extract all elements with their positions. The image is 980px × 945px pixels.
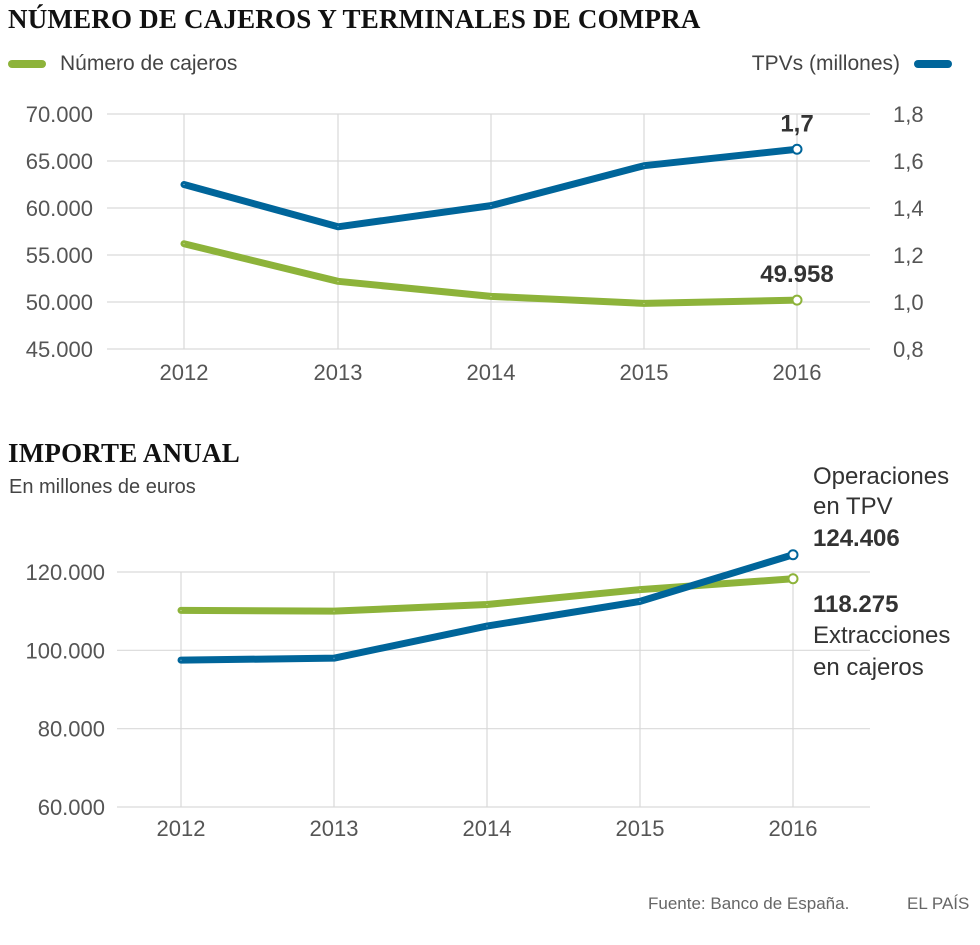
x-tick-label: 2012 xyxy=(160,360,209,385)
data-point-green xyxy=(332,609,336,613)
y-tick-label-right: 1,6 xyxy=(893,149,924,174)
y-tick-label-left: 65.000 xyxy=(26,149,93,174)
y-tick-label-left: 60.000 xyxy=(26,196,93,221)
legend-cajeros: Número de cajeros xyxy=(8,52,237,76)
series-label-ext-line1: Extracciones xyxy=(813,622,950,649)
x-tick-label: 2015 xyxy=(620,360,669,385)
chart-title-importe: IMPORTE ANUAL xyxy=(8,438,240,468)
data-point-green xyxy=(182,242,186,246)
x-tick-label: 2014 xyxy=(467,360,516,385)
y-tick-label-right: 1,2 xyxy=(893,243,924,268)
chart-cajeros-tpvs: 70.000 65.000 60.000 55.000 50.000 45.000 1,8 1… xyxy=(26,102,924,385)
x-tick-label: 2013 xyxy=(310,816,359,841)
legend-swatch-cajeros xyxy=(8,60,46,68)
y-tick-label-right: 0,8 xyxy=(893,337,924,362)
data-point-green xyxy=(787,573,799,585)
x-tick-label: 2015 xyxy=(616,816,665,841)
data-point-green xyxy=(791,294,803,306)
y-tick-label-right: 1,4 xyxy=(893,196,924,221)
data-point-green xyxy=(642,301,646,305)
data-point-blue xyxy=(489,204,493,208)
series-label-ext-line2: en cajeros xyxy=(813,654,924,681)
chart-importe-anual: 120.000 100.000 80.000 60.000 2012 2013 2014 20… xyxy=(25,463,950,841)
y-tick-label-right: 1,0 xyxy=(893,290,924,315)
y-tick-label: 80.000 xyxy=(38,717,105,742)
y-tick-label-left: 70.000 xyxy=(26,102,93,127)
chart-subtitle-importe: En millones de euros xyxy=(9,476,196,498)
value-label-extracciones: 118.275 xyxy=(813,591,898,618)
data-point-green xyxy=(485,603,489,607)
legend-tpvs: TPVs (millones) xyxy=(752,52,952,76)
series-label-tpv-line1: Operaciones xyxy=(813,463,949,490)
y-tick-label-left: 45.000 xyxy=(26,337,93,362)
x-tick-label: 2016 xyxy=(773,360,822,385)
data-point-blue xyxy=(485,624,489,628)
data-point-blue xyxy=(642,164,646,168)
data-point-green xyxy=(179,608,183,612)
x-tick-label: 2016 xyxy=(769,816,818,841)
data-point-blue xyxy=(182,183,186,186)
value-label-blue: 1,7 xyxy=(780,110,813,137)
value-label-green: 49.958 xyxy=(760,261,833,288)
x-tick-label: 2013 xyxy=(314,360,363,385)
data-point-green xyxy=(489,294,493,298)
y-tick-label: 120.000 xyxy=(25,560,105,585)
y-tick-label-left: 50.000 xyxy=(26,290,93,315)
x-tick-label: 2014 xyxy=(463,816,512,841)
y-tick-label: 60.000 xyxy=(38,795,105,820)
data-point-green xyxy=(638,588,642,592)
y-tick-label-left: 55.000 xyxy=(26,243,93,268)
source-note: Fuente: Banco de España. xyxy=(648,894,850,913)
brand-label: EL PAÍS xyxy=(907,894,970,913)
series-label-tpv-line2: en TPV xyxy=(813,493,893,520)
legend-swatch-tpvs xyxy=(914,60,952,68)
data-point-blue xyxy=(638,599,642,603)
x-tick-label: 2012 xyxy=(157,816,206,841)
value-label-tpv: 124.406 xyxy=(813,525,900,552)
legend-label-tpvs: TPVs (millones) xyxy=(751,52,900,75)
chart-title-cajeros: NÚMERO DE CAJEROS Y TERMINALES DE COMPRA xyxy=(8,4,701,34)
y-tick-label-right: 1,8 xyxy=(893,102,924,127)
y-tick-label: 100.000 xyxy=(25,638,105,663)
data-point-blue xyxy=(336,225,340,229)
data-point-blue xyxy=(791,143,803,155)
data-point-blue xyxy=(787,549,799,561)
data-point-green xyxy=(336,279,340,283)
legend-label-cajeros: Número de cajeros xyxy=(60,52,238,75)
data-point-blue xyxy=(332,656,336,660)
data-point-blue xyxy=(179,658,183,662)
